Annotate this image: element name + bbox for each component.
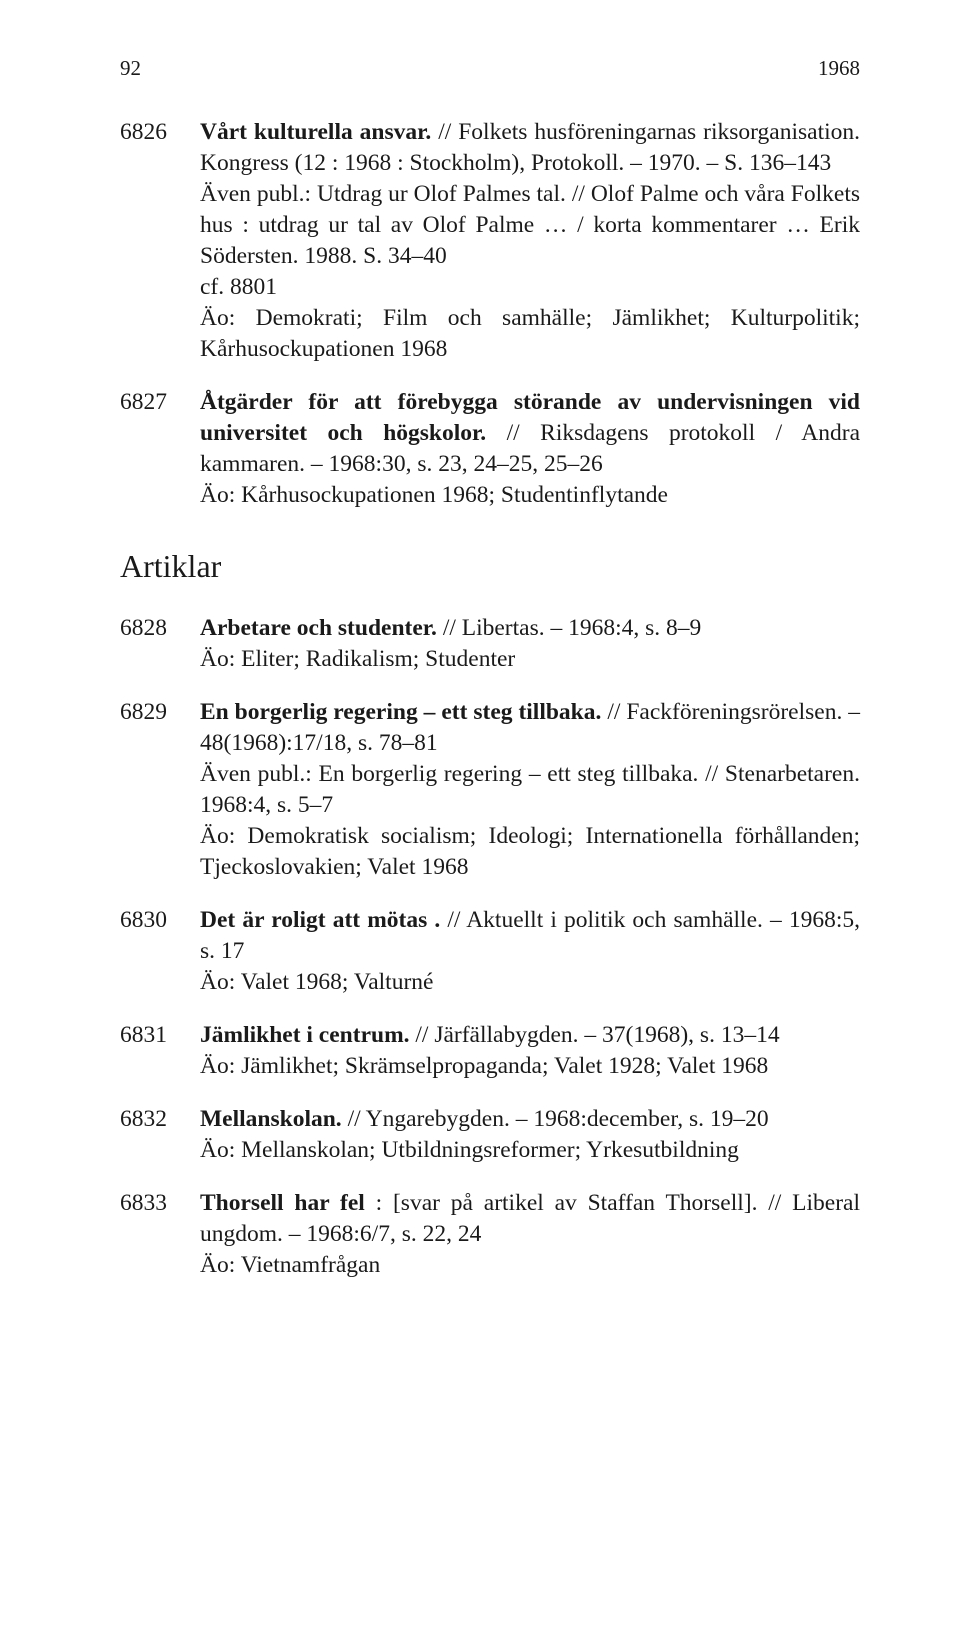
entry-line: Äo: Demokrati; Film och samhälle; Jämlik…	[200, 303, 860, 365]
entry-line: Äo: Eliter; Radikalism; Studenter	[200, 644, 860, 675]
entry-title-rest: // Järfällabygden. – 37(1968), s. 13–14	[410, 1022, 780, 1048]
bibliography-entry: 6827 Åtgärder för att förebygga störande…	[120, 387, 860, 511]
entry-body: Thorsell har fel : [svar på artikel av S…	[200, 1188, 860, 1281]
entry-title: Mellanskolan. // Yngarebygden. – 1968:de…	[200, 1104, 860, 1135]
entry-number: 6830	[120, 905, 200, 998]
entry-body: Mellanskolan. // Yngarebygden. – 1968:de…	[200, 1104, 860, 1166]
entry-number: 6832	[120, 1104, 200, 1166]
entry-line: Äo: Vietnamfrågan	[200, 1250, 860, 1281]
entry-title-bold: Thorsell har fel	[200, 1190, 365, 1216]
entry-line: Äo: Demokratisk socialism; Ideologi; Int…	[200, 821, 860, 883]
entry-number: 6826	[120, 117, 200, 365]
running-year: 1968	[818, 55, 860, 83]
bibliography-entry: 6833 Thorsell har fel : [svar på artikel…	[120, 1188, 860, 1281]
bibliography-entry: 6831 Jämlikhet i centrum. // Järfällabyg…	[120, 1020, 860, 1082]
entry-title: Åtgärder för att förebygga störande av u…	[200, 387, 860, 480]
entry-number: 6831	[120, 1020, 200, 1082]
entry-number: 6827	[120, 387, 200, 511]
bibliography-entry: 6829 En borgerlig regering – ett steg ti…	[120, 697, 860, 883]
running-head: 92 1968	[120, 55, 860, 83]
entry-body: En borgerlig regering – ett steg tillbak…	[200, 697, 860, 883]
entry-line: Äo: Jämlikhet; Skrämselpropaganda; Valet…	[200, 1051, 860, 1082]
entry-title: Arbetare och studenter. // Libertas. – 1…	[200, 613, 860, 644]
entry-body: Jämlikhet i centrum. // Järfällabygden. …	[200, 1020, 860, 1082]
entry-title: Thorsell har fel : [svar på artikel av S…	[200, 1188, 860, 1250]
entry-title-rest: // Yngarebygden. – 1968:december, s. 19–…	[342, 1106, 769, 1132]
entry-body: Det är roligt att mötas . // Aktuellt i …	[200, 905, 860, 998]
entry-title-rest: // Libertas. – 1968:4, s. 8–9	[437, 615, 701, 641]
entry-line: Äo: Valet 1968; Valturné	[200, 967, 860, 998]
entry-title-bold: En borgerlig regering – ett steg tillbak…	[200, 699, 601, 725]
entry-number: 6828	[120, 613, 200, 675]
bibliography-entry: 6828 Arbetare och studenter. // Libertas…	[120, 613, 860, 675]
entry-number: 6833	[120, 1188, 200, 1281]
entry-body: Åtgärder för att förebygga störande av u…	[200, 387, 860, 511]
entry-title-bold: Jämlikhet i centrum.	[200, 1022, 410, 1048]
entry-number: 6829	[120, 697, 200, 883]
bibliography-entry: 6830 Det är roligt att mötas . // Aktuel…	[120, 905, 860, 998]
entry-title-bold: Mellanskolan.	[200, 1106, 342, 1132]
entry-line: Äo: Mellanskolan; Utbildningsreformer; Y…	[200, 1135, 860, 1166]
entry-title: Vårt kulturella ansvar. // Folkets husfö…	[200, 117, 860, 179]
entry-title-bold: Vårt kulturella ansvar.	[200, 119, 431, 145]
entry-title-bold: Arbetare och studenter.	[200, 615, 437, 641]
entry-body: Vårt kulturella ansvar. // Folkets husfö…	[200, 117, 860, 365]
section-heading: Artiklar	[120, 545, 860, 587]
bibliography-entry: 6832 Mellanskolan. // Yngarebygden. – 19…	[120, 1104, 860, 1166]
entry-line: cf. 8801	[200, 272, 860, 303]
entry-line: Även publ.: En borgerlig regering – ett …	[200, 759, 860, 821]
page-number: 92	[120, 55, 141, 83]
entry-line: Även publ.: Utdrag ur Olof Palmes tal. /…	[200, 179, 860, 272]
entry-title-bold: Det är roligt att mötas .	[200, 907, 440, 933]
page: 92 1968 6826 Vårt kulturella ansvar. // …	[0, 0, 960, 1645]
entry-body: Arbetare och studenter. // Libertas. – 1…	[200, 613, 860, 675]
bibliography-entry: 6826 Vårt kulturella ansvar. // Folkets …	[120, 117, 860, 365]
entry-title: En borgerlig regering – ett steg tillbak…	[200, 697, 860, 759]
entry-title: Jämlikhet i centrum. // Järfällabygden. …	[200, 1020, 860, 1051]
entry-line: Äo: Kårhusockupationen 1968; Studentinfl…	[200, 480, 860, 511]
entry-title: Det är roligt att mötas . // Aktuellt i …	[200, 905, 860, 967]
